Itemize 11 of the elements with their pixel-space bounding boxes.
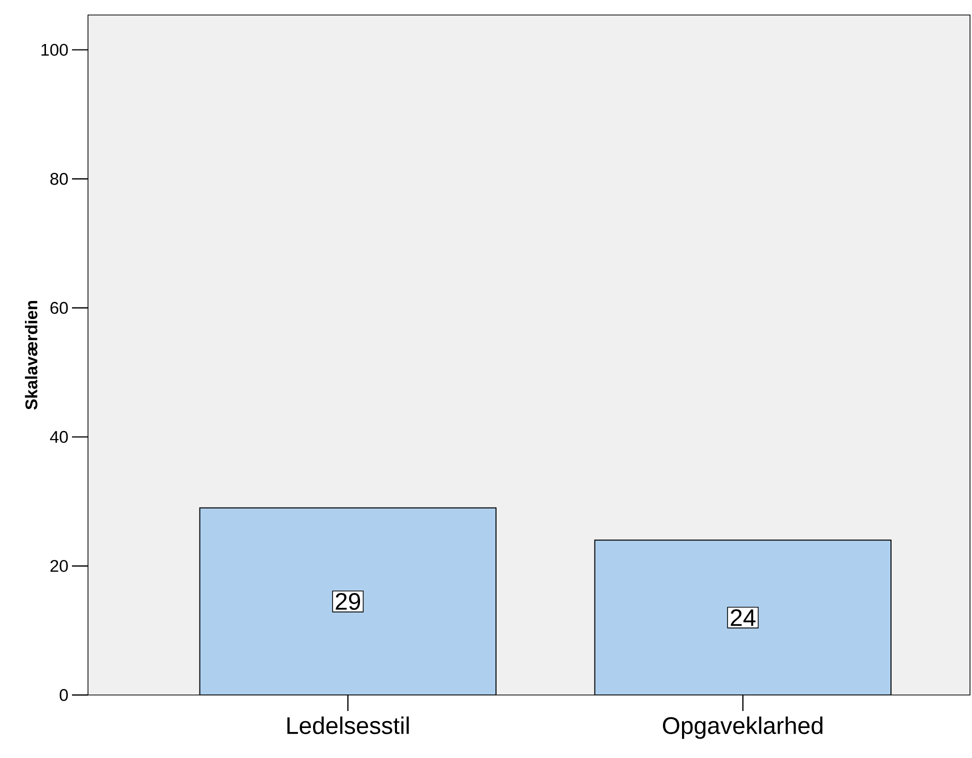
y-axis-title: Skalaværdien bbox=[24, 300, 38, 410]
data-label: 24 bbox=[730, 609, 756, 626]
data-label: 29 bbox=[336, 592, 360, 610]
y-tick-label: 0 bbox=[60, 689, 68, 701]
y-tick-label: 100 bbox=[42, 44, 68, 56]
y-tick-label: 20 bbox=[50, 560, 68, 572]
y-tick-label: 40 bbox=[50, 430, 68, 443]
y-tick-label: 80 bbox=[50, 172, 68, 185]
x-tick-label: Ledelsesstil bbox=[287, 716, 409, 734]
x-tick-label: Opgaveklarhed bbox=[662, 716, 822, 739]
y-tick-label: 60 bbox=[50, 302, 68, 314]
